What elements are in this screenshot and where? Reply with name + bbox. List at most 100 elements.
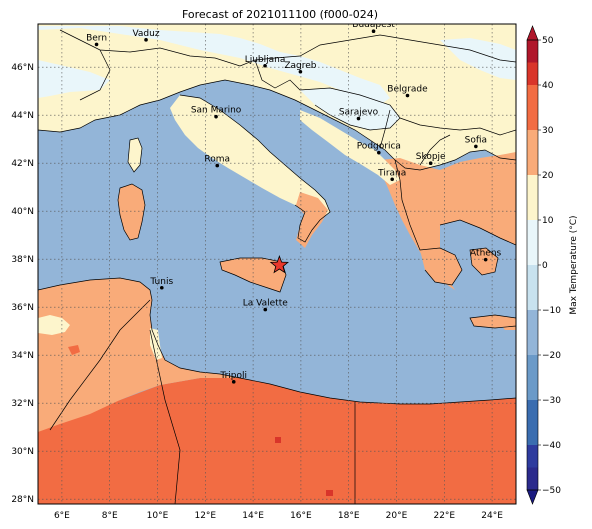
city-la-valette[interactable]: La Valette [243, 299, 288, 312]
colorbar-segment [527, 467, 538, 490]
city-zagreb[interactable]: Zagreb [284, 61, 317, 74]
lon-tick-label: 6°E [54, 511, 70, 521]
lat-tick-label: 36°N [11, 303, 34, 313]
city-dot [214, 114, 218, 119]
city-skopje[interactable]: Skopje [416, 152, 446, 165]
lat-tick-label: 32°N [11, 399, 34, 409]
city-label: Ljubljana [245, 55, 286, 65]
city-tunis[interactable]: Tunis [149, 277, 173, 290]
city-label: Bern [86, 33, 107, 43]
city-dot [160, 285, 164, 290]
colorbar-tick-label: −40 [542, 441, 561, 451]
city-dot [405, 93, 410, 98]
city-dot [231, 380, 236, 384]
city-podgorica[interactable]: Podgorica [357, 142, 401, 155]
lon-tick-label: 24°E [481, 511, 503, 521]
colorbar-segment [527, 85, 538, 130]
city-label: Zagreb [284, 61, 316, 71]
crete-warm [470, 315, 516, 328]
colorbar-segment [527, 265, 538, 310]
lon-tick-label: 18°E [338, 511, 360, 521]
city-label: Tripoli [219, 371, 247, 381]
city-san-marino[interactable]: San Marino [191, 106, 242, 119]
libya-red-spot-2 [326, 490, 333, 496]
city-dot [94, 42, 99, 47]
sicily-warm [220, 258, 286, 292]
colorbar-tick-label: −50 [542, 486, 561, 496]
lon-tick-label: 10°E [147, 511, 169, 521]
lon-tick-label: 8°E [102, 511, 118, 521]
lat-tick-label: 28°N [11, 495, 34, 505]
italy-heel-warm [296, 192, 328, 248]
city-tirana[interactable]: Tirana [377, 168, 406, 182]
algeria-warm-spot [68, 345, 80, 355]
colorbar-segment [527, 355, 538, 400]
city-dot [390, 177, 394, 182]
colorbar-segment [527, 400, 538, 445]
event-star-marker[interactable] [269, 255, 289, 274]
tunisia-mild-strip [150, 328, 162, 360]
city-dot [474, 144, 478, 149]
city-sofia[interactable]: Sofia [465, 135, 487, 149]
city-label: Tirana [377, 168, 406, 178]
longitude-ticks: 6°E 8°E 10°E 12°E 14°E 16°E 18°E 20°E 22°E 24°E [54, 511, 503, 521]
figure-title: Forecast of 2021011100 (f000-024) [182, 8, 378, 21]
colorbar-tick-label: 0 [542, 261, 548, 271]
country-borders [38, 29, 516, 504]
city-label: Budapest [352, 20, 395, 30]
colorbar-tick-label: 20 [542, 171, 554, 181]
city-budapest[interactable]: Budapest [352, 20, 395, 33]
city-label: Sarajevo [339, 108, 379, 118]
city-sarajevo[interactable]: Sarajevo [339, 108, 379, 121]
colorbar-segment [527, 130, 538, 175]
city-dot [371, 29, 376, 33]
colorbar-tick-label: 40 [542, 81, 554, 91]
colorbar-tick-label: −30 [542, 396, 561, 406]
colorbar-segment [527, 220, 538, 265]
colorbar-segment [527, 445, 538, 468]
city-label: Skopje [416, 152, 446, 162]
city-dot [263, 63, 267, 68]
colorbar-label: Max Temperature (°C) [569, 215, 579, 314]
lon-tick-label: 14°E [242, 511, 264, 521]
lat-tick-label: 46°N [11, 63, 34, 73]
lat-tick-label: 42°N [11, 159, 34, 169]
lat-tick-label: 40°N [11, 207, 34, 217]
colorbar-tick-label: 10 [542, 216, 554, 226]
colorbar-extend-min [526, 489, 539, 505]
latitude-ticks: 28°N 30°N 32°N 34°N 36°N 38°N 40°N 42°N 44°N 46°N [11, 63, 34, 505]
adriatic-coast-mild [300, 110, 400, 185]
colorbar-segment [527, 310, 538, 355]
city-athens[interactable]: Athens [470, 249, 502, 262]
city-dot [215, 163, 220, 168]
colorbar-segment [527, 175, 538, 220]
city-roma[interactable]: Roma [204, 155, 230, 168]
colorbar-tick-label: 30 [542, 126, 554, 136]
city-dot [144, 38, 148, 42]
city-label: La Valette [243, 299, 288, 309]
temperature-colorbar: −50 −40 −30 −20 −10 0 10 20 30 40 50 [526, 25, 561, 505]
city-tripoli[interactable]: Tripoli [219, 371, 247, 384]
colorbar-segment [527, 40, 538, 63]
city-dot [377, 150, 381, 155]
lat-tick-label: 34°N [11, 351, 34, 361]
italy-peninsula [170, 95, 330, 242]
city-label: Athens [470, 249, 501, 259]
colorbar-tick-label: 50 [542, 36, 554, 46]
city-belgrade[interactable]: Belgrade [387, 85, 428, 98]
sardinia-warm [118, 184, 145, 240]
colorbar-tick-label: −20 [542, 351, 561, 361]
city-bern[interactable]: Bern [86, 33, 107, 47]
city-ljubljana[interactable]: Ljubljana [245, 55, 286, 68]
lat-tick-label: 38°N [11, 255, 34, 265]
city-label: Tunis [149, 277, 173, 287]
city-vaduz[interactable]: Vaduz [132, 29, 160, 42]
lat-tick-label: 44°N [11, 111, 34, 121]
city-dot [483, 257, 488, 262]
city-label: Podgorica [357, 142, 401, 152]
city-dot [428, 161, 433, 165]
balkan-cold-region [300, 88, 400, 130]
